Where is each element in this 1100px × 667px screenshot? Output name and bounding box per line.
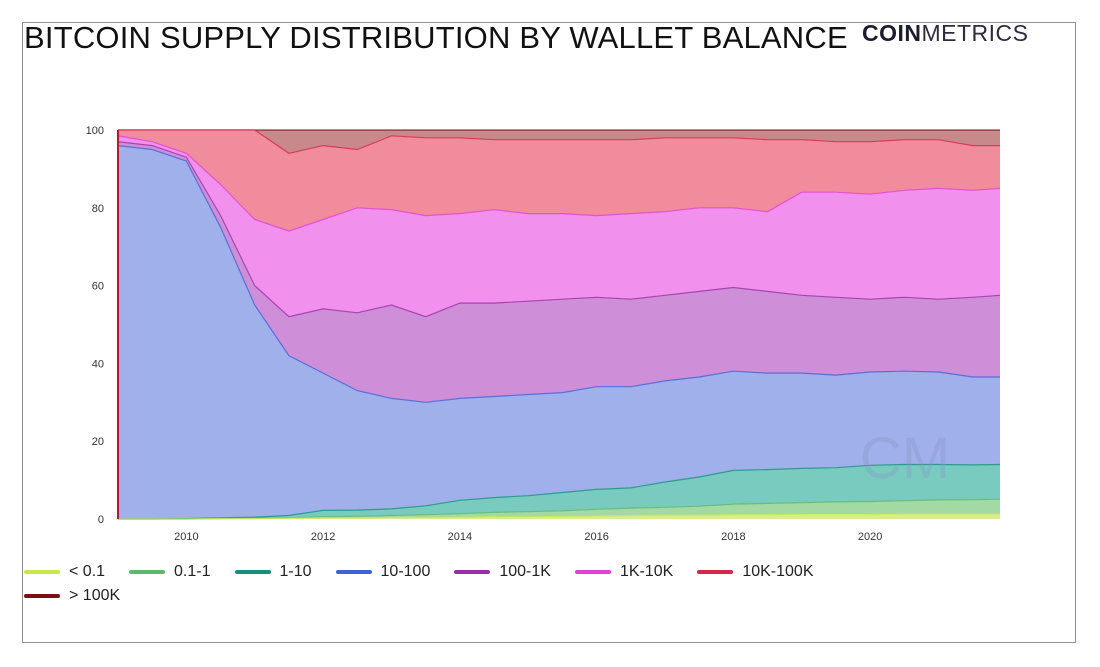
legend-swatch-icon <box>234 570 271 574</box>
legend-item[interactable]: < 0.1 <box>24 562 105 582</box>
legend-label: 0.1-1 <box>174 563 211 580</box>
y-tick-label: 60 <box>92 281 104 293</box>
series-line <box>117 145 1000 403</box>
y-tick-label: 0 <box>98 514 104 526</box>
legend-swatch-icon <box>454 570 491 574</box>
x-tick-label: 2016 <box>584 531 608 543</box>
y-tick-label: 80 <box>92 203 104 215</box>
series-line <box>118 463 1001 520</box>
legend-swatch-icon <box>24 570 60 574</box>
chart-title: BITCOIN SUPPLY DISTRIBUTION BY WALLET BA… <box>24 20 848 55</box>
legend-swatch-icon <box>574 570 611 574</box>
legend-item[interactable]: 0.1-1 <box>129 562 211 582</box>
y-axis: 0 20 40 60 80 100 <box>86 125 104 526</box>
legend-item[interactable]: 10-100 <box>335 562 431 582</box>
stacked-area-chart: CM 0 20 40 60 80 100 2010 2012 2014 2016 2018 2020 <box>86 125 1001 543</box>
legend-swatch-icon <box>129 570 166 574</box>
legend-item[interactable]: > 100K <box>24 586 120 606</box>
area-band <box>118 135 1000 317</box>
area-band <box>118 145 1000 519</box>
y-tick-label: 40 <box>92 358 104 370</box>
watermark: CM <box>860 426 950 491</box>
legend-item[interactable]: 100-1K <box>454 562 551 582</box>
area-band <box>118 464 1000 519</box>
x-tick-label: 2014 <box>448 531 472 543</box>
legend-swatch-icon <box>335 570 372 574</box>
x-tick-label: 2018 <box>721 531 745 543</box>
legend-item[interactable]: 1-10 <box>234 562 312 582</box>
legend-label: > 100K <box>69 587 121 604</box>
brand-logo: COINMETRICS <box>862 20 1029 47</box>
legend-label: 100-1K <box>499 563 551 580</box>
series-line <box>117 135 1001 232</box>
brand-logo-bold: COIN <box>862 20 922 46</box>
legend-item[interactable]: 1K-10K <box>574 562 674 582</box>
legend-label: < 0.1 <box>69 563 106 580</box>
area-band <box>118 130 1000 154</box>
brand-logo-light: METRICS <box>921 20 1029 46</box>
chart-areas <box>117 129 1001 520</box>
y-tick-label: 20 <box>92 436 104 448</box>
x-tick-label: 2020 <box>858 531 882 543</box>
legend-label: 1K-10K <box>619 563 674 580</box>
series-line <box>117 141 1001 318</box>
area-band <box>118 130 1000 232</box>
y-tick-label: 100 <box>86 125 104 137</box>
x-tick-label: 2012 <box>311 531 335 543</box>
area-band <box>118 141 1000 403</box>
legend-swatch-icon <box>697 570 734 574</box>
legend: < 0.1 0.1-1 1-10 10-100 100-1K 1K-10K 10K-100K… <box>24 562 884 606</box>
legend-item[interactable]: 10K-100K <box>697 562 814 582</box>
legend-label: 1-10 <box>279 563 312 580</box>
x-tick-label: 2010 <box>174 531 198 543</box>
legend-swatch-icon <box>24 594 60 598</box>
series-line <box>118 129 1000 154</box>
x-axis: 2010 2012 2014 2016 2018 2020 <box>174 531 882 543</box>
legend-label: 10-100 <box>380 563 431 580</box>
legend-label: 10K-100K <box>742 563 814 580</box>
series-line <box>118 513 1000 520</box>
